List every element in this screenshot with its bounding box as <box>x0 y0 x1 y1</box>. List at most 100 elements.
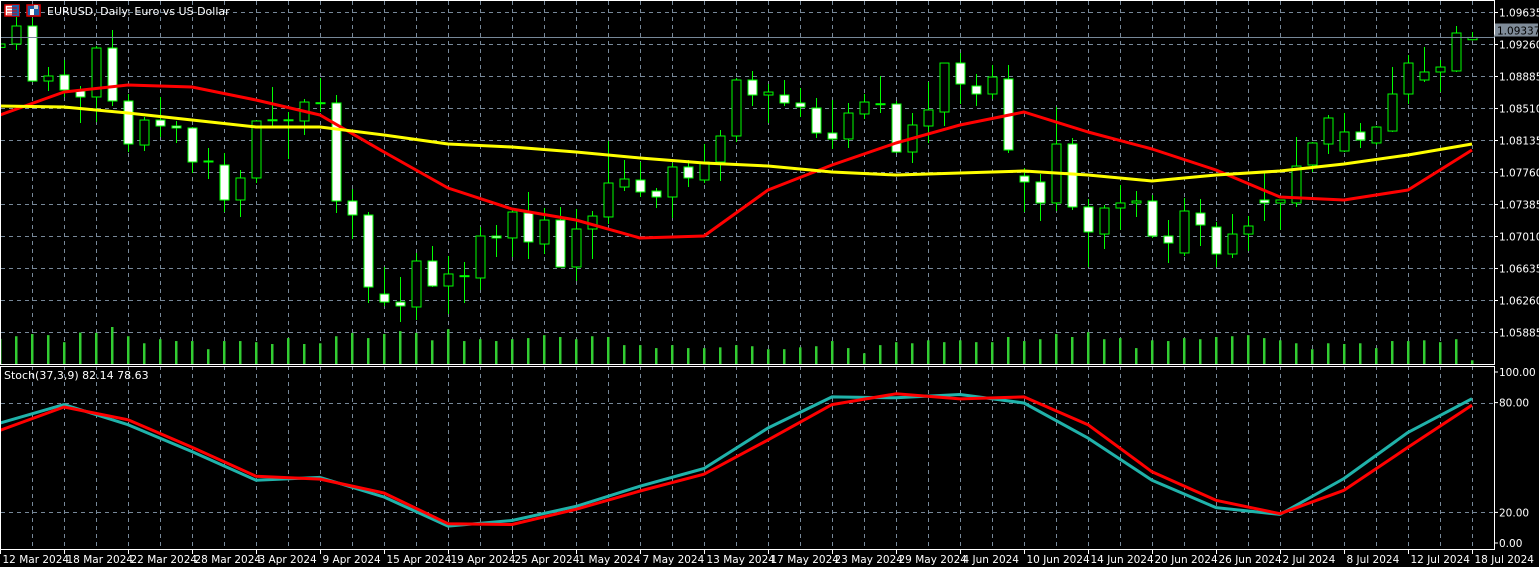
candle-bearish[interactable] <box>1195 212 1206 226</box>
candle-bearish[interactable] <box>811 107 822 134</box>
candle-bullish[interactable] <box>619 178 630 188</box>
candle-bullish[interactable] <box>1403 62 1414 95</box>
candle-bearish[interactable] <box>171 125 182 129</box>
candle-bullish[interactable] <box>1243 225 1254 235</box>
candle-bullish[interactable] <box>1339 131 1350 152</box>
price-label: 1.08885 <box>1499 72 1539 84</box>
candle-bearish[interactable] <box>379 293 390 303</box>
candle-bearish[interactable] <box>107 47 118 102</box>
candle-bearish[interactable] <box>187 127 198 163</box>
candle-bullish[interactable] <box>763 91 774 96</box>
candle-bullish[interactable] <box>411 260 422 308</box>
candle-bullish[interactable] <box>235 177 246 201</box>
candle-bullish[interactable] <box>1323 117 1334 145</box>
volume-bar <box>1103 339 1106 364</box>
candle-bearish[interactable] <box>331 102 342 202</box>
candle-bullish[interactable] <box>507 211 518 239</box>
candle-bullish[interactable] <box>475 235 486 279</box>
candle-bullish[interactable] <box>1099 207 1110 235</box>
candle-bearish[interactable] <box>555 219 566 268</box>
candle-bearish[interactable] <box>635 179 646 193</box>
candle-bearish[interactable] <box>459 275 470 278</box>
candle-bearish[interactable] <box>971 85 982 95</box>
date-label: 12 Mar 2024 <box>3 554 70 566</box>
price-label: 1.07010 <box>1499 232 1539 244</box>
candle-bearish[interactable] <box>1355 131 1366 141</box>
candle-bearish[interactable] <box>27 25 38 82</box>
candle-bullish[interactable] <box>1115 202 1126 209</box>
candle-bearish[interactable] <box>1019 175 1030 183</box>
candle-bullish[interactable] <box>1131 200 1142 204</box>
chart-window-icon[interactable] <box>4 4 20 17</box>
candle-bearish[interactable] <box>347 200 358 216</box>
candle-bullish[interactable] <box>603 182 614 218</box>
candle-bearish[interactable] <box>1163 235 1174 244</box>
candle-bullish[interactable] <box>91 47 102 98</box>
candle-bullish[interactable] <box>1275 199 1286 204</box>
candle-bullish[interactable] <box>875 103 886 106</box>
candle-bearish[interactable] <box>1147 200 1158 237</box>
volume-bar <box>783 349 786 364</box>
candle-bullish[interactable] <box>987 76 998 95</box>
candle-bearish[interactable] <box>651 190 662 198</box>
candle-bullish[interactable] <box>11 25 22 45</box>
candle-bearish[interactable] <box>283 119 294 122</box>
candle-bullish[interactable] <box>139 119 150 146</box>
candle-bullish[interactable] <box>923 109 934 127</box>
candle-bearish[interactable] <box>827 132 838 140</box>
candle-bullish[interactable] <box>699 161 710 181</box>
candle-bullish[interactable] <box>715 135 726 163</box>
candle-bearish[interactable] <box>123 100 134 145</box>
candle-bearish[interactable] <box>795 102 806 108</box>
candle-bearish[interactable] <box>683 166 694 179</box>
candle-bullish[interactable] <box>443 273 454 287</box>
candle-bearish[interactable] <box>363 214 374 288</box>
volume-bar <box>1135 348 1138 364</box>
candle-bearish[interactable] <box>747 79 758 96</box>
current-price-label-box <box>1495 23 1538 37</box>
candle-bearish[interactable] <box>491 235 502 239</box>
candle-bearish[interactable] <box>1211 226 1222 255</box>
candle-bullish[interactable] <box>1387 93 1398 132</box>
candle-bullish[interactable] <box>315 102 326 105</box>
candle-bearish[interactable] <box>203 160 214 163</box>
candle-bearish[interactable] <box>155 119 166 127</box>
save-template-icon[interactable] <box>26 4 41 17</box>
candle-bullish[interactable] <box>539 219 550 245</box>
candle-bearish[interactable] <box>219 164 230 201</box>
candle-bearish[interactable] <box>1259 199 1270 204</box>
candle-bullish[interactable] <box>667 166 678 198</box>
candle-bearish[interactable] <box>891 103 902 153</box>
candle-bullish[interactable] <box>1307 142 1318 166</box>
candle-bearish[interactable] <box>59 74 70 91</box>
candle-bullish[interactable] <box>1435 66 1446 73</box>
candle-bullish[interactable] <box>1451 32 1462 72</box>
candle-bullish[interactable] <box>1371 126 1382 144</box>
candle-bearish[interactable] <box>779 94 790 104</box>
candle-bullish[interactable] <box>571 228 582 268</box>
candle-bullish[interactable] <box>251 120 262 179</box>
stochastic-pane-border[interactable] <box>0 366 1495 550</box>
candle-bullish[interactable] <box>939 62 950 113</box>
candle-bearish[interactable] <box>1035 181 1046 204</box>
candle-bullish[interactable] <box>1179 210 1190 254</box>
candle-bullish[interactable] <box>1291 165 1302 204</box>
candle-bullish[interactable] <box>1419 71 1430 81</box>
candle-bullish[interactable] <box>843 112 854 140</box>
volume-bar <box>1119 338 1122 364</box>
candle-bearish[interactable] <box>427 260 438 287</box>
candle-bullish[interactable] <box>1227 233 1238 255</box>
candle-bearish[interactable] <box>523 212 534 243</box>
candle-bearish[interactable] <box>395 301 406 307</box>
candle-bearish[interactable] <box>1083 206 1094 233</box>
volume-bar <box>735 345 738 364</box>
candle-bearish[interactable] <box>955 62 966 85</box>
candle-bullish[interactable] <box>267 119 278 122</box>
candle-bullish[interactable] <box>731 79 742 137</box>
current-price-label: 1.09337 <box>1497 26 1539 38</box>
price-axis[interactable]: 1.09635 1.09260 1.08885 1.08510 1.08135 1.077… <box>1494 8 1539 340</box>
candle-bullish[interactable] <box>43 75 54 82</box>
candle-bullish[interactable] <box>859 101 870 115</box>
